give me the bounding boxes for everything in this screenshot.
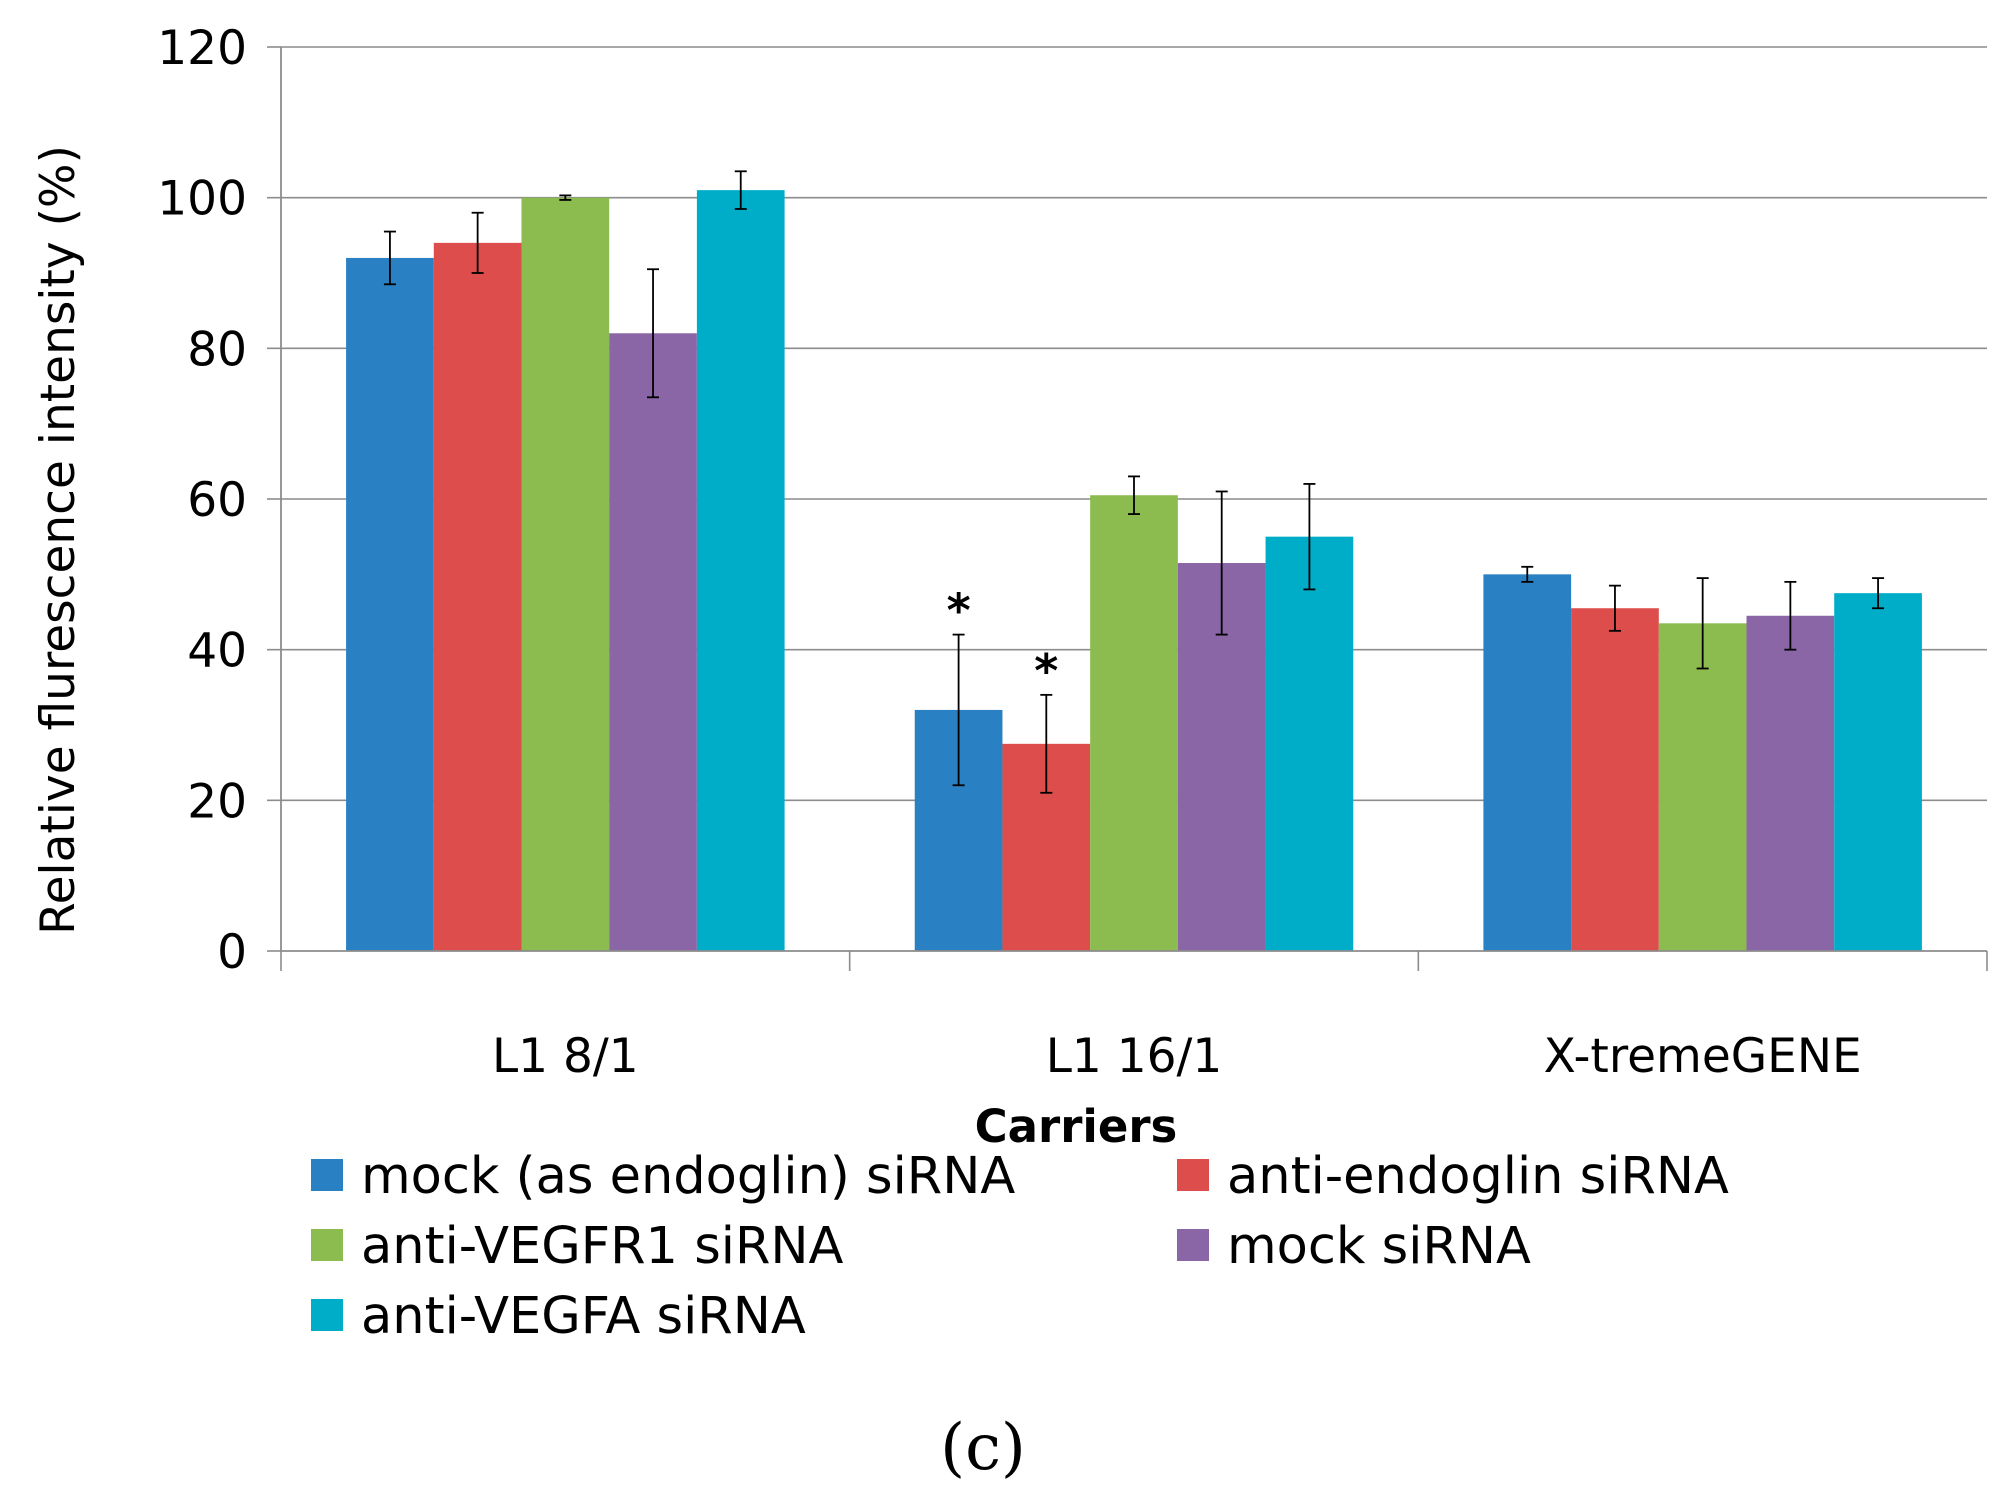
legend: mock (as endoglin) siRNA anti-endoglin si…	[311, 1147, 1729, 1346]
legend-swatch	[311, 1299, 343, 1331]
x-category-label: X-tremeGENE	[1544, 1029, 1862, 1084]
x-category-labels: L1 8/1 L1 16/1 X-tremeGENE	[492, 1029, 1862, 1084]
axes	[267, 46, 1988, 971]
y-tick-label: 40	[187, 624, 247, 679]
bar	[1090, 495, 1178, 951]
panel-label: (c)	[940, 1411, 1026, 1485]
y-tick-label: 60	[187, 473, 247, 528]
bar	[609, 333, 697, 951]
legend-swatch	[1177, 1159, 1209, 1191]
legend-label: anti-endoglin siRNA	[1227, 1147, 1729, 1206]
y-tick-label: 120	[157, 21, 247, 76]
y-axis-title: Relative flurescence intensity (%)	[31, 145, 86, 935]
bar	[433, 242, 522, 951]
bar	[696, 190, 785, 952]
legend-label: anti-VEGFA siRNA	[361, 1287, 806, 1346]
significance-star: *	[947, 584, 971, 638]
error-bars	[383, 170, 1885, 794]
y-tick-label: 0	[217, 925, 247, 980]
bar	[1483, 574, 1572, 951]
legend-label: mock siRNA	[1227, 1217, 1531, 1276]
bar	[1834, 593, 1922, 951]
bar	[1265, 536, 1354, 951]
bar	[521, 197, 610, 951]
x-axis-title: Carriers	[975, 1100, 1178, 1153]
bars	[346, 190, 1922, 952]
y-tick-label: 80	[187, 322, 247, 377]
significance-annotations: **	[947, 584, 1059, 698]
significance-star: *	[1034, 644, 1058, 698]
legend-swatch	[311, 1229, 343, 1261]
bar	[346, 257, 434, 951]
x-category-label: L1 8/1	[492, 1029, 639, 1084]
y-tick-label: 100	[157, 172, 247, 227]
y-tick-labels: 0 20 40 60 80 100 120	[157, 21, 247, 980]
bar	[1571, 608, 1659, 951]
legend-swatch	[311, 1159, 343, 1191]
legend-swatch	[1177, 1229, 1209, 1261]
legend-label: anti-VEGFR1 siRNA	[361, 1217, 844, 1276]
y-tick-label: 20	[187, 774, 247, 829]
bar	[1658, 623, 1747, 951]
x-category-label: L1 16/1	[1046, 1029, 1223, 1084]
bar	[1746, 615, 1835, 951]
legend-label: mock (as endoglin) siRNA	[361, 1147, 1015, 1206]
